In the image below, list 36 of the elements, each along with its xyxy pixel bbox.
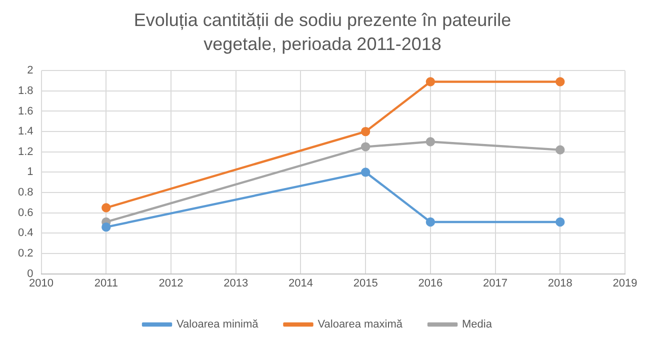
- point: [556, 217, 565, 227]
- y-tick-label: 0.4: [18, 227, 34, 240]
- legend-label: Valoarea maximă: [318, 318, 404, 331]
- y-tick-label: 0.2: [18, 248, 34, 260]
- point: [556, 145, 565, 154]
- point: [102, 203, 111, 212]
- y-tick-label: 2: [27, 64, 34, 77]
- y-tick-label: 1.2: [18, 146, 34, 158]
- x-tick-label: 2011: [94, 277, 118, 290]
- point: [360, 168, 370, 177]
- x-tick-label: 2016: [418, 277, 443, 290]
- y-tick-label: 0: [27, 268, 34, 280]
- y-tick-label: 0.6: [18, 206, 34, 219]
- chart-title: Evoluția cantității de sodiu prezente în pateurile vegetale, perioada 2011-2018: [132, 9, 512, 56]
- point: [102, 222, 111, 232]
- y-tick-label: 1: [27, 166, 34, 178]
- y-tick-label: 1.8: [18, 84, 34, 97]
- point: [360, 142, 370, 152]
- y-tick-label: 1.4: [18, 126, 34, 138]
- x-tick-label: 2019: [612, 277, 638, 290]
- x-tick-label: 2017: [483, 277, 508, 290]
- point: [426, 217, 436, 227]
- y-tick-label: 0.8: [18, 186, 34, 199]
- x-tick-label: 2012: [158, 277, 184, 290]
- legend-label: Valoarea minimă: [176, 318, 260, 331]
- x-tick-label: 2010: [29, 277, 54, 290]
- point: [556, 77, 565, 86]
- x-tick-label: 2015: [353, 277, 378, 290]
- legend-label: Media: [462, 318, 493, 331]
- point: [426, 77, 436, 86]
- x-tick-label: 2018: [548, 277, 572, 290]
- point: [426, 137, 436, 146]
- point: [360, 126, 370, 136]
- x-tick-label: 2014: [288, 277, 313, 290]
- y-tick-label: 1.6: [18, 105, 34, 118]
- x-tick-label: 2013: [224, 277, 248, 290]
